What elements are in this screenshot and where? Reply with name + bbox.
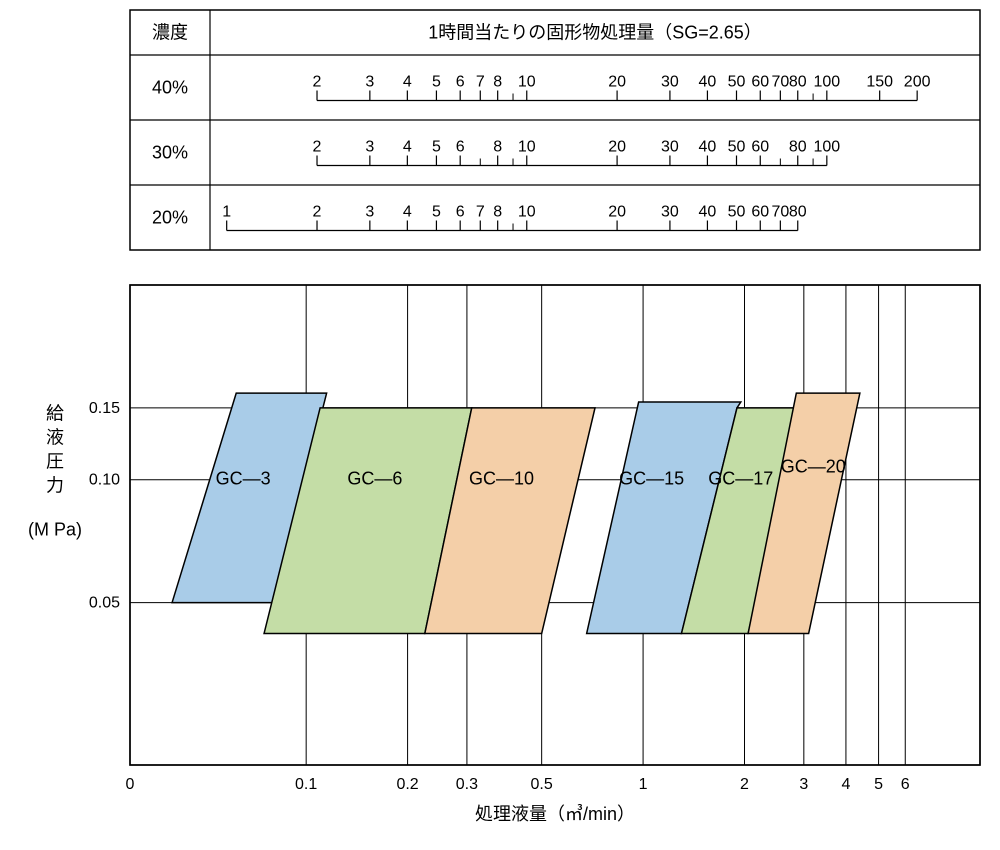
scale-tick-label: 6 — [456, 74, 465, 91]
scale-tick-label: 80 — [789, 74, 807, 91]
x-tick-label: 4 — [841, 776, 850, 793]
scale-tick-label: 100 — [813, 139, 840, 156]
scale-tick-label: 50 — [728, 74, 746, 91]
scale-tick-label: 60 — [751, 204, 769, 221]
scale-tick-label: 4 — [403, 204, 412, 221]
region-label-GC-20: GC―20 — [781, 456, 846, 476]
scale-tick-label: 10 — [518, 139, 536, 156]
scale-tick-label: 5 — [432, 74, 441, 91]
y-axis-title-char: 圧 — [46, 451, 64, 471]
scale-tick-label: 40 — [699, 74, 717, 91]
scale-tick-label: 30 — [661, 204, 679, 221]
y-axis-title-char: 給 — [46, 403, 64, 423]
scale-tick-label: 4 — [403, 139, 412, 156]
y-axis-unit: (M Pa) — [28, 519, 82, 539]
scale-tick-label: 7 — [476, 74, 485, 91]
scale-tick-label: 20 — [608, 139, 626, 156]
scale-row-label: 30% — [152, 143, 188, 163]
x-tick-label: 0.5 — [531, 776, 553, 793]
scale-tick-label: 6 — [456, 204, 465, 221]
scale-tick-label: 150 — [866, 74, 893, 91]
scale-tick-label: 1 — [222, 204, 231, 221]
x-tick-label: 0 — [126, 776, 135, 793]
scale-tick-label: 30 — [661, 139, 679, 156]
region-label-GC-10: GC―10 — [469, 468, 534, 488]
cyclone-capacity-chart: GC―3 GC―6 GC―10 GC―15 GC―17 GC―20 0 0.1 0.2 0.3 0.… — [0, 0, 1000, 850]
scale-tick-label: 7 — [476, 204, 485, 221]
scale-tick-label: 60 — [751, 74, 769, 91]
region-label-GC-17: GC―17 — [708, 468, 773, 488]
scale-tick-label: 3 — [365, 74, 374, 91]
y-tick-label: 0.05 — [89, 595, 120, 612]
region-label-GC-15: GC―15 — [619, 468, 684, 488]
x-axis-label: 処理液量（㎥/min） — [475, 804, 635, 824]
scale-tick-label: 20 — [608, 74, 626, 91]
scale-row-label: 40% — [152, 78, 188, 98]
scale-tick-label: 50 — [728, 139, 746, 156]
scale-tick-label: 2 — [313, 74, 322, 91]
header-title-right: 1時間当たりの固形物処理量（SG=2.65） — [428, 23, 762, 43]
scale-tick-label: 100 — [813, 74, 840, 91]
scale-tick-label: 30 — [661, 74, 679, 91]
scale-tick-label: 3 — [365, 204, 374, 221]
scale-tick-label: 70 — [771, 74, 789, 91]
x-tick-label: 5 — [874, 776, 883, 793]
scale-tick-label: 5 — [432, 204, 441, 221]
x-tick-label: 6 — [901, 776, 910, 793]
x-tick-label: 0.2 — [396, 776, 418, 793]
region-label-GC-3: GC―3 — [216, 468, 271, 488]
scale-tick-label: 40 — [699, 139, 717, 156]
scale-tick-label: 50 — [728, 204, 746, 221]
scale-tick-label: 8 — [493, 139, 502, 156]
scale-tick-label: 2 — [313, 204, 322, 221]
scale-tick-label: 4 — [403, 74, 412, 91]
scale-tick-label: 5 — [432, 139, 441, 156]
x-tick-label: 3 — [799, 776, 808, 793]
scale-tick-label: 80 — [789, 139, 807, 156]
header-title-left: 濃度 — [152, 23, 188, 43]
scale-tick-label: 40 — [699, 204, 717, 221]
x-tick-label: 0.1 — [295, 776, 317, 793]
scale-tick-label: 200 — [904, 74, 931, 91]
scale-tick-label: 70 — [771, 204, 789, 221]
scale-tick-label: 8 — [493, 74, 502, 91]
scale-tick-label: 20 — [608, 204, 626, 221]
scale-tick-label: 6 — [456, 139, 465, 156]
scale-row-label: 20% — [152, 208, 188, 228]
scale-tick-label: 3 — [365, 139, 374, 156]
y-tick-label: 0.10 — [89, 472, 120, 489]
y-tick-label: 0.15 — [89, 400, 120, 417]
y-axis-title-char: 力 — [46, 475, 64, 495]
y-axis-title-char: 液 — [46, 427, 64, 447]
scale-tick-label: 80 — [789, 204, 807, 221]
scale-tick-label: 2 — [313, 139, 322, 156]
scale-tick-label: 10 — [518, 204, 536, 221]
x-tick-label: 0.3 — [456, 776, 478, 793]
scale-tick-label: 10 — [518, 74, 536, 91]
x-tick-label: 2 — [740, 776, 749, 793]
scale-tick-label: 8 — [493, 204, 502, 221]
scale-tick-label: 60 — [751, 139, 769, 156]
region-label-GC-6: GC―6 — [347, 468, 402, 488]
x-tick-label: 1 — [639, 776, 648, 793]
